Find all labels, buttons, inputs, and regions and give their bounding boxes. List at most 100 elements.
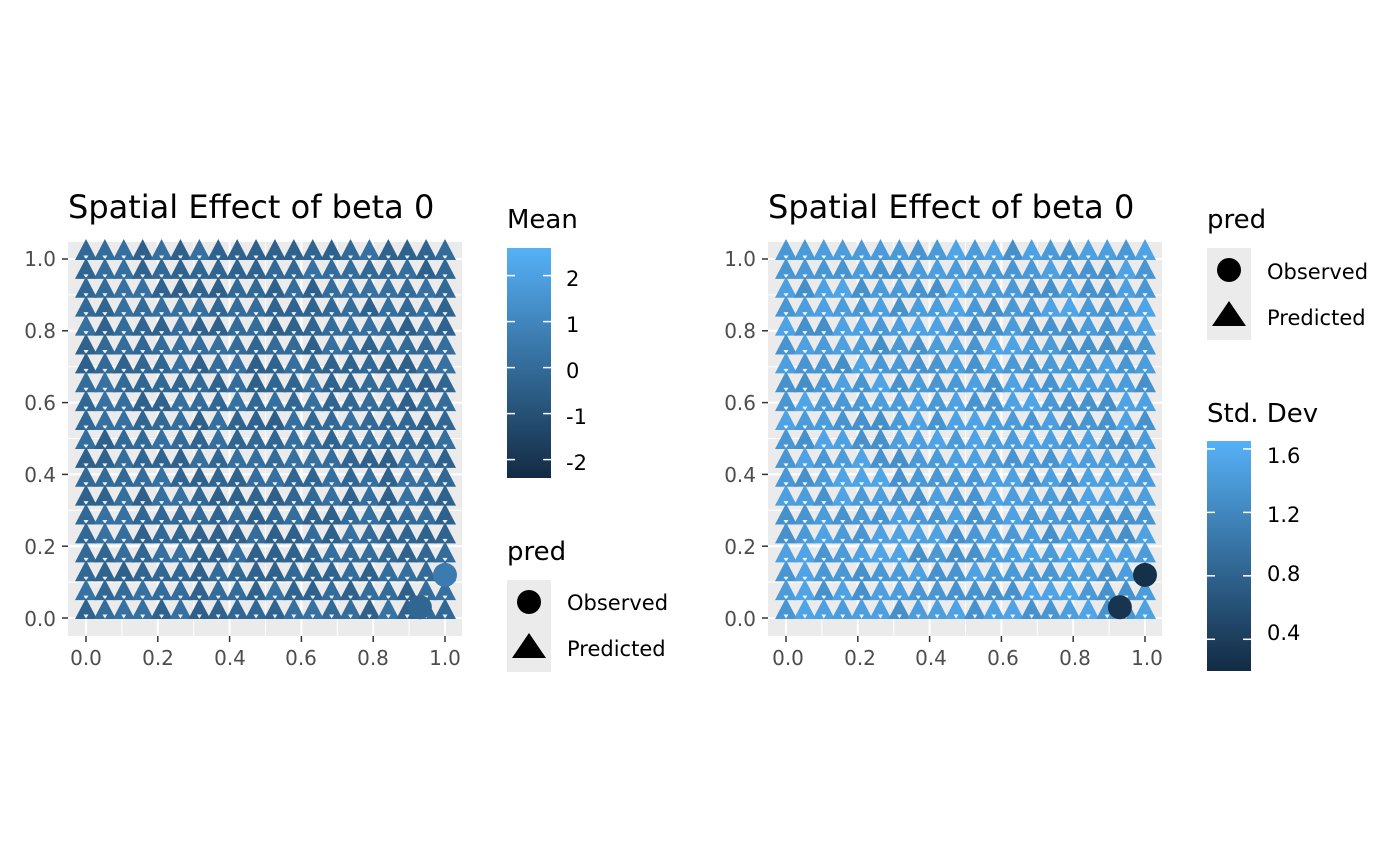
- predicted-point: [282, 541, 305, 563]
- predicted-point: [188, 333, 211, 355]
- predicted-point-marker: [83, 368, 89, 373]
- predicted-point: [793, 541, 816, 563]
- predicted-point-marker: [1066, 331, 1072, 336]
- predicted-point-marker: [802, 387, 808, 392]
- predicted-point-marker: [1010, 368, 1016, 373]
- predicted-point: [1001, 314, 1024, 336]
- predicted-point-marker: [329, 293, 335, 298]
- predicted-point-marker: [272, 595, 278, 600]
- predicted-point-marker: [1104, 368, 1110, 373]
- predicted-point-marker: [953, 614, 959, 619]
- predicted-point-marker: [1085, 520, 1091, 525]
- predicted-point-marker: [1048, 463, 1054, 468]
- predicted-point: [434, 352, 456, 374]
- predicted-point: [245, 352, 268, 374]
- predicted-point: [888, 333, 911, 355]
- predicted-point-marker: [1104, 406, 1110, 411]
- predicted-point: [907, 598, 930, 619]
- predicted-point: [850, 560, 873, 582]
- predicted-point-marker: [215, 368, 221, 373]
- predicted-point: [150, 465, 173, 487]
- predicted-point-marker: [1048, 576, 1054, 581]
- predicted-point: [75, 579, 97, 601]
- predicted-point-marker: [159, 501, 165, 506]
- predicted-point: [926, 560, 949, 582]
- predicted-point-marker: [934, 331, 940, 336]
- predicted-point-marker: [972, 576, 978, 581]
- predicted-point: [282, 484, 305, 506]
- predicted-point-marker: [934, 425, 940, 430]
- predicted-point: [831, 465, 854, 487]
- predicted-point-marker: [442, 614, 448, 619]
- predicted-point: [1096, 465, 1119, 487]
- predicted-point: [150, 390, 173, 412]
- predicted-point: [377, 276, 400, 298]
- predicted-point: [339, 522, 362, 544]
- predicted-point: [301, 598, 324, 619]
- predicted-point-marker: [896, 576, 902, 581]
- predicted-point: [396, 560, 419, 582]
- predicted-point-marker: [366, 538, 372, 543]
- predicted-point: [169, 333, 192, 355]
- predicted-point-marker: [1066, 576, 1072, 581]
- predicted-point: [93, 522, 116, 544]
- predicted-point-marker: [366, 406, 372, 411]
- predicted-point-marker: [177, 538, 183, 543]
- predicted-point-marker: [253, 406, 259, 411]
- predicted-point-marker: [953, 482, 959, 487]
- predicted-point: [131, 352, 154, 374]
- predicted-point-marker: [310, 520, 316, 525]
- axis-ticks: 0.0 0.2 0.4 0.6 0.8 1.0 0.0 0.2 0.4 0.6 …: [24, 247, 461, 670]
- predicted-point-marker: [783, 463, 789, 468]
- predicted-point: [926, 276, 949, 298]
- predicted-point: [982, 446, 1005, 468]
- predicted-point: [869, 295, 892, 317]
- predicted-point: [850, 541, 873, 563]
- predicted-point-marker: [159, 595, 165, 600]
- predicted-point-marker: [972, 444, 978, 449]
- predicted-point: [320, 579, 343, 601]
- predicted-point: [226, 446, 249, 468]
- predicted-point: [850, 484, 873, 506]
- predicted-point-marker: [1029, 520, 1035, 525]
- predicted-point: [793, 409, 816, 431]
- predicted-point-marker: [1048, 331, 1054, 336]
- predicted-point: [396, 484, 419, 506]
- predicted-point-marker: [215, 312, 221, 317]
- predicted-point: [245, 503, 268, 525]
- predicted-point: [1096, 541, 1119, 563]
- predicted-point: [888, 541, 911, 563]
- predicted-point: [150, 484, 173, 506]
- predicted-point: [1077, 276, 1100, 298]
- predicted-point: [1058, 257, 1081, 279]
- predicted-point-marker: [896, 312, 902, 317]
- predicted-point-marker: [121, 349, 127, 354]
- predicted-point-marker: [253, 557, 259, 562]
- predicted-point: [1001, 409, 1024, 431]
- predicted-point: [793, 352, 816, 374]
- predicted-point-marker: [934, 557, 940, 562]
- predicted-point: [945, 446, 968, 468]
- predicted-point: [245, 579, 268, 601]
- predicted-point: [926, 409, 949, 431]
- predicted-point-marker: [234, 538, 240, 543]
- predicted-point: [339, 598, 362, 619]
- predicted-point: [282, 333, 305, 355]
- predicted-point-marker: [896, 501, 902, 506]
- predicted-point-marker: [215, 463, 221, 468]
- predicted-point-marker: [348, 387, 354, 392]
- predicted-point: [169, 409, 192, 431]
- predicted-point-marker: [177, 274, 183, 279]
- predicted-point: [1020, 503, 1043, 525]
- predicted-point: [245, 239, 268, 260]
- x-tick-label: 0.4: [214, 646, 246, 670]
- predicted-point-marker: [1123, 331, 1129, 336]
- predicted-point-marker: [783, 349, 789, 354]
- predicted-point-marker: [915, 331, 921, 336]
- predicted-point-marker: [329, 368, 335, 373]
- predicted-point: [207, 390, 230, 412]
- predicted-point: [907, 560, 930, 582]
- predicted-point: [812, 579, 835, 601]
- predicted-point-marker: [991, 331, 997, 336]
- predicted-point: [358, 239, 381, 260]
